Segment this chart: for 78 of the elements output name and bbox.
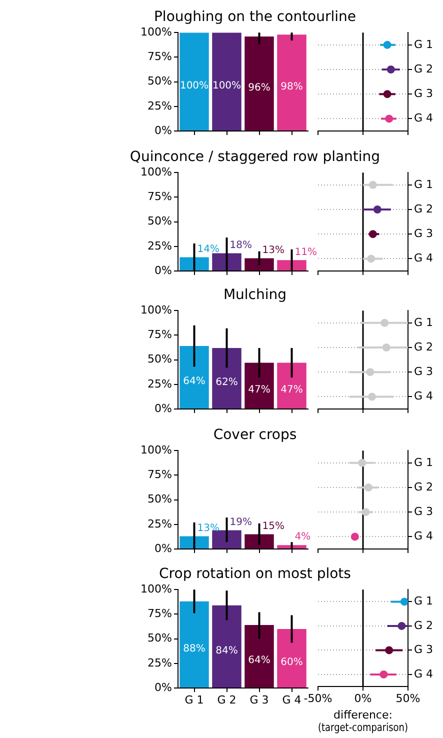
y-tick-label: G 2 [414,480,434,494]
data-label: 62% [216,377,238,388]
data-label: 47% [248,384,270,396]
y-tick-label: 75% [148,50,172,64]
y-tick-label: 75% [148,468,172,482]
x-tick-label: G 1 [184,693,204,706]
y-tick-label: 50% [148,74,172,88]
data-label: 13% [262,244,284,256]
data-label: 60% [280,657,303,668]
y-tick-label: 0% [154,264,172,277]
y-tick-label: G 3 [414,504,434,518]
y-tick-label: G 3 [414,643,434,656]
y-tick-label: 25% [148,239,172,252]
y-tick-label: 100% [140,25,172,38]
y-tick-label: 50% [148,214,172,228]
y-tick-label: 25% [148,377,172,390]
data-label: 4% [294,532,311,543]
y-tick-label: 100% [140,303,172,316]
data-label: 64% [183,376,206,388]
chart-title: Ploughing on the contourline [152,9,358,25]
data-label: 88% [183,643,206,654]
y-tick-label: 50% [148,632,172,645]
data-label: 64% [248,655,270,666]
chart-title: Quinconce / staggered row planting [128,149,382,165]
data-label: 100% [212,80,242,92]
y-tick-label: G 4 [414,390,434,403]
x-tick-label: -50% [304,692,332,706]
data-label: 19% [230,516,252,528]
chart-title: Crop rotation on most plots [158,566,352,582]
data-label: 96% [248,82,270,94]
y-tick-label: 75% [148,190,172,204]
y-tick-label: G 2 [414,618,434,632]
y-tick-label: G 3 [414,226,434,240]
x-tick-label: 0% [354,692,372,706]
y-tick-label: G 3 [414,86,434,100]
y-tick-label: G 4 [414,112,434,125]
y-tick-label: G 4 [414,530,434,543]
y-tick-label: G 2 [414,340,434,354]
y-tick-label: 75% [148,607,172,620]
y-tick-label: G 1 [414,178,434,191]
chart-title: Cover crops [212,427,298,443]
y-tick-label: 100% [140,165,172,178]
x-tick-label: G 2 [217,693,236,706]
y-tick-label: 0% [154,680,172,694]
x-axis-title: difference: (target-comparison) [318,708,408,734]
chart-title: Mulching [222,287,288,303]
y-tick-label: G 4 [414,252,434,265]
y-tick-label: G 1 [414,38,434,51]
y-tick-label: G 4 [414,667,434,680]
x-tick-label: G 4 [282,693,302,706]
data-label: 14% [197,244,220,255]
data-label: 15% [262,520,284,532]
y-tick-label: 100% [140,582,172,596]
y-tick-label: G 3 [414,364,434,378]
data-label: 98% [280,81,303,92]
data-label: 100% [180,80,209,92]
y-tick-label: G 1 [414,456,434,469]
y-tick-label: 50% [148,492,172,506]
y-tick-label: G 1 [414,594,434,608]
x-tick-label: 50% [396,692,420,706]
y-tick-label: 0% [154,402,172,415]
data-label: 11% [294,246,317,258]
y-tick-label: 25% [148,99,172,112]
y-tick-label: 75% [148,328,172,342]
data-label: 18% [230,240,252,251]
data-label: 13% [197,522,220,534]
x-tick-label: G 3 [250,693,269,706]
y-tick-label: G 1 [414,316,434,329]
data-label: 84% [216,645,238,656]
y-tick-label: 0% [154,124,172,137]
data-label: 47% [280,384,303,396]
y-tick-label: G 2 [414,202,434,216]
y-tick-label: 25% [148,517,172,530]
y-tick-label: 0% [154,542,172,555]
y-tick-label: 50% [148,352,172,366]
y-tick-label: 100% [140,443,172,456]
y-tick-label: 25% [148,656,172,670]
y-tick-label: G 2 [414,62,434,76]
